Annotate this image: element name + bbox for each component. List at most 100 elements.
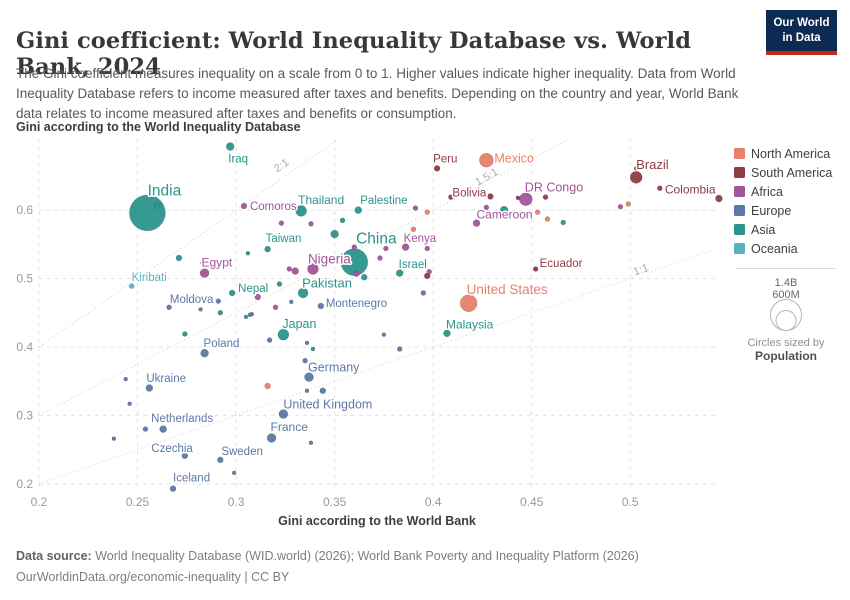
dot-unlabeled[interactable]	[278, 220, 285, 226]
dot-unlabeled[interactable]	[715, 194, 723, 203]
dot-comoros[interactable]	[240, 202, 248, 210]
dot-unlabeled[interactable]	[412, 205, 419, 211]
dot-unlabeled[interactable]	[245, 251, 251, 256]
dot-unlabeled[interactable]	[319, 387, 327, 395]
footer-link[interactable]: OurWorldinData.org/economic-inequality |…	[16, 570, 290, 585]
dot-unlabeled[interactable]	[515, 195, 521, 201]
dot-unlabeled[interactable]	[377, 255, 383, 261]
dot-unlabeled[interactable]	[383, 245, 389, 252]
legend-item-north-america[interactable]: North America	[734, 144, 846, 163]
dot-unlabeled[interactable]	[266, 337, 273, 343]
dot-czechia[interactable]	[181, 452, 189, 460]
dot-unlabeled[interactable]	[410, 226, 417, 233]
dot-unlabeled[interactable]	[625, 201, 632, 207]
dot-unlabeled[interactable]	[360, 273, 368, 281]
dot-pakistan[interactable]	[297, 287, 309, 299]
dot-unlabeled[interactable]	[310, 346, 316, 352]
dot-unlabeled[interactable]	[339, 217, 346, 224]
dot-unlabeled[interactable]	[499, 205, 509, 215]
legend-item-asia[interactable]: Asia	[734, 220, 846, 239]
dot-kiribati[interactable]	[128, 283, 135, 289]
dot-unlabeled[interactable]	[448, 194, 454, 200]
dot-unlabeled[interactable]	[154, 202, 161, 209]
dot-bolivia[interactable]	[487, 193, 494, 200]
dot-palestine[interactable]	[354, 206, 363, 214]
dot-nepal[interactable]	[228, 289, 236, 297]
dot-moldova[interactable]	[215, 298, 222, 304]
legend-item-south-america[interactable]: South America	[734, 163, 846, 182]
dot-unlabeled[interactable]	[175, 254, 183, 262]
dot-unlabeled[interactable]	[111, 436, 117, 441]
dot-unlabeled[interactable]	[534, 209, 541, 215]
dot-united-states[interactable]	[459, 294, 478, 312]
dot-unlabeled[interactable]	[166, 304, 172, 311]
dot-unlabeled[interactable]	[249, 311, 255, 317]
dot-nigeria[interactable]	[307, 263, 319, 275]
dot-unlabeled[interactable]	[123, 376, 128, 382]
dot-unlabeled[interactable]	[272, 304, 279, 311]
dot-unlabeled[interactable]	[286, 266, 293, 272]
dot-unlabeled[interactable]	[420, 290, 427, 296]
legend-item-europe[interactable]: Europe	[734, 201, 846, 220]
dot-unlabeled[interactable]	[142, 426, 149, 432]
dot-unlabeled[interactable]	[200, 260, 205, 266]
dot-brazil[interactable]	[629, 171, 643, 184]
dot-japan[interactable]	[277, 328, 290, 341]
dot-unlabeled[interactable]	[276, 281, 283, 287]
dot-ukraine[interactable]	[145, 384, 154, 392]
dot-dr-congo[interactable]	[519, 192, 533, 206]
dot-unlabeled[interactable]	[353, 270, 360, 278]
dot-unlabeled[interactable]	[424, 209, 431, 215]
dot-kenya[interactable]	[401, 243, 410, 251]
dot-unlabeled[interactable]	[254, 293, 262, 301]
dot-unlabeled[interactable]	[256, 286, 263, 292]
dot-mexico[interactable]	[479, 152, 494, 168]
dot-unlabeled[interactable]	[617, 203, 624, 210]
dot-unlabeled[interactable]	[381, 332, 387, 337]
dot-unlabeled[interactable]	[359, 300, 365, 306]
dot-taiwan[interactable]	[264, 245, 271, 253]
dot-unlabeled[interactable]	[560, 219, 566, 226]
dot-unlabeled[interactable]	[127, 401, 132, 407]
dot-unlabeled[interactable]	[351, 244, 358, 250]
legend-item-africa[interactable]: Africa	[734, 182, 846, 201]
dot-unlabeled[interactable]	[544, 216, 551, 222]
dot-sweden[interactable]	[217, 456, 224, 464]
dot-unlabeled[interactable]	[396, 346, 403, 352]
dot-malaysia[interactable]	[443, 329, 451, 338]
dot-unlabeled[interactable]	[231, 470, 237, 476]
dot-unlabeled[interactable]	[308, 440, 314, 446]
dot-germany[interactable]	[304, 372, 314, 382]
dot-unlabeled[interactable]	[304, 340, 310, 346]
dot-unlabeled[interactable]	[182, 331, 188, 337]
dot-unlabeled[interactable]	[542, 194, 549, 200]
dot-iceland[interactable]	[169, 485, 177, 492]
dot-unlabeled[interactable]	[198, 307, 203, 312]
dot-iraq[interactable]	[225, 142, 235, 151]
dot-unlabeled[interactable]	[424, 245, 431, 252]
dot-unlabeled[interactable]	[289, 299, 294, 305]
dot-united-kingdom[interactable]	[278, 409, 289, 419]
dot-unlabeled[interactable]	[330, 229, 339, 239]
dot-montenegro[interactable]	[317, 302, 325, 310]
dot-poland[interactable]	[200, 348, 209, 358]
dot-colombia[interactable]	[657, 185, 663, 192]
dot-unlabeled[interactable]	[483, 204, 490, 211]
dot-unlabeled[interactable]	[264, 382, 271, 390]
dot-unlabeled[interactable]	[308, 221, 314, 227]
dot-unlabeled[interactable]	[633, 166, 639, 171]
dot-egypt[interactable]	[199, 268, 210, 278]
dot-unlabeled[interactable]	[304, 388, 310, 394]
dot-thailand[interactable]	[295, 205, 307, 217]
dot-unlabeled[interactable]	[302, 357, 308, 364]
dot-ecuador[interactable]	[532, 266, 539, 272]
dot-france[interactable]	[266, 433, 277, 443]
dot-unlabeled[interactable]	[426, 268, 432, 275]
dot-israel[interactable]	[395, 269, 404, 277]
dot-unlabeled[interactable]	[217, 310, 224, 316]
dot-unlabeled[interactable]	[291, 267, 299, 275]
dot-india[interactable]	[129, 194, 166, 232]
legend-item-oceania[interactable]: Oceania	[734, 239, 846, 258]
dot-cameroon[interactable]	[472, 219, 481, 227]
dot-peru[interactable]	[433, 165, 441, 172]
